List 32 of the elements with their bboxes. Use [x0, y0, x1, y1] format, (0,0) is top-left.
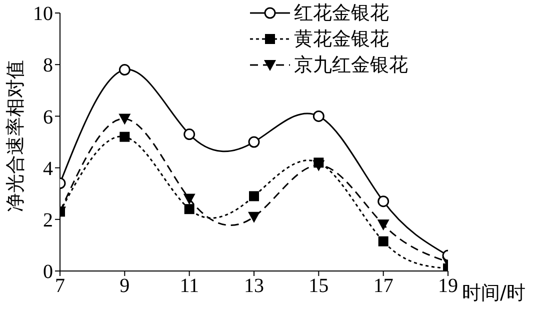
x-axis-title: 时间/时 [462, 281, 526, 306]
y-tick-label: 6 [43, 106, 53, 128]
x-tick-label: 7 [55, 275, 65, 298]
y-tick-label: 4 [43, 158, 53, 180]
y-axis-title: 净光合速率相对值 [4, 60, 27, 212]
x-tick-label: 9 [120, 275, 130, 298]
point [314, 158, 324, 168]
point [312, 110, 324, 122]
x-tick-label: 19 [438, 275, 458, 298]
legend-label: 京九红金银花 [294, 53, 408, 78]
y-tick-label: 2 [43, 210, 53, 232]
x-tick-label: 13 [244, 275, 264, 298]
point [249, 191, 259, 202]
y-tick-label: 10 [33, 3, 53, 26]
x-tick-label: 15 [308, 275, 329, 298]
point [248, 212, 260, 223]
x-tick-label: 17 [373, 275, 394, 298]
point [378, 196, 390, 208]
x-tick-label: 11 [180, 275, 199, 298]
point [184, 128, 196, 140]
point [377, 220, 390, 231]
point [248, 136, 260, 148]
legend-label: 红花金银花 [294, 1, 389, 26]
point [120, 132, 130, 142]
y-tick-label: 8 [43, 54, 53, 77]
point [184, 204, 194, 214]
y-tick-label: 0 [43, 261, 53, 284]
point [183, 194, 196, 205]
point [118, 114, 131, 125]
point [118, 64, 130, 76]
point [378, 236, 388, 246]
legend-label: 黄花金银花 [294, 27, 389, 52]
